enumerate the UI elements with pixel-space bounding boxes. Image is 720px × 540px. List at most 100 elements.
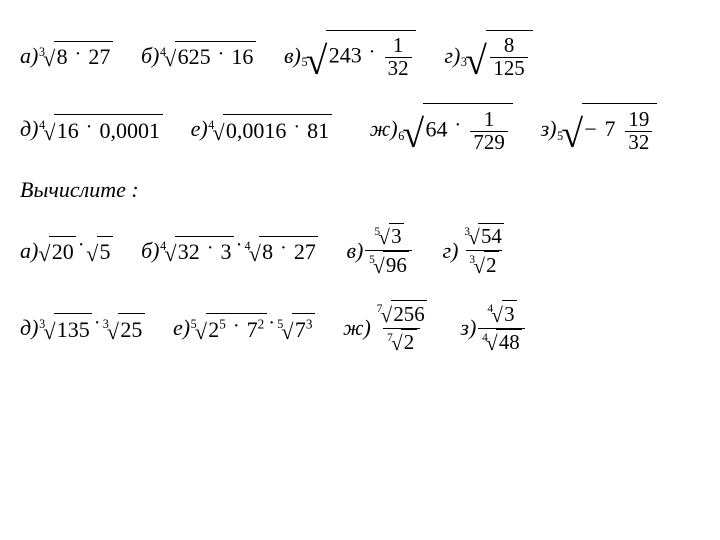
root-index: 3 xyxy=(39,45,45,60)
root: 3 √ 54 xyxy=(464,223,505,248)
set1-row1: а) 3 √ 8 · 27 б) 4 √ 625 · 16 xyxy=(20,30,700,81)
label: з) xyxy=(460,315,476,341)
exponent: 3 xyxy=(306,317,313,332)
label: б) xyxy=(141,43,159,69)
radicand: 243 · 1 32 xyxy=(326,30,416,81)
minus-sign: − xyxy=(584,116,596,141)
set1-z: з) 5 √ − 7 19 32 xyxy=(541,103,658,154)
fraction: 3 √ 54 3 √ 2 xyxy=(460,223,507,279)
root: √ 5 xyxy=(86,236,113,266)
set1-g: г) 3 √ 8 125 xyxy=(444,30,532,81)
label: а) xyxy=(20,43,38,69)
label: г) xyxy=(444,43,460,69)
root-index: 5 xyxy=(191,317,197,332)
math-worksheet: а) 3 √ 8 · 27 б) 4 √ 625 · 16 xyxy=(0,0,720,356)
fraction: 7 √ 256 7 √ 2 xyxy=(373,300,430,356)
root: 6 √ 64 · 1 729 xyxy=(398,103,513,154)
root: 5 √ 3 xyxy=(374,223,404,248)
denominator: 32 xyxy=(625,131,652,154)
mul-dot: · xyxy=(279,237,289,259)
radical-sign: √ xyxy=(306,42,328,82)
denominator: 7 √ 2 xyxy=(383,328,420,356)
set1-b: б) 4 √ 625 · 16 xyxy=(141,41,256,71)
root-index: 3 xyxy=(461,55,467,70)
radicand: 25 xyxy=(118,313,145,343)
denominator: 5 √ 96 xyxy=(365,250,412,278)
mul-dot: · xyxy=(367,41,377,63)
root-index: 4 xyxy=(244,239,250,254)
root: 4 √ 16 · 0,0001 xyxy=(38,114,162,144)
radicand: 64 · 1 729 xyxy=(423,103,513,154)
mul-dot: · xyxy=(73,43,83,65)
root-index: 4 xyxy=(160,239,166,254)
radicand: 3 xyxy=(389,223,404,248)
exponent: 2 xyxy=(258,317,265,332)
numerator: 5 √ 3 xyxy=(371,223,408,250)
radicand: 8 · 27 xyxy=(54,41,113,71)
mul-dot: · xyxy=(205,237,215,259)
root-index: 3 xyxy=(103,317,109,332)
root: 3 √ 8 125 xyxy=(460,30,532,81)
set1-e: е) 4 √ 0,0016 · 81 xyxy=(191,114,332,144)
fraction: 1 32 xyxy=(385,35,412,80)
factor: 243 xyxy=(329,43,362,68)
numerator: 4 √ 3 xyxy=(484,300,521,327)
fraction: 5 √ 3 5 √ 96 xyxy=(365,223,412,279)
base: 7 xyxy=(295,317,306,342)
root: 5 √ 243 · 1 32 xyxy=(301,30,417,81)
factor: 8 xyxy=(262,239,273,264)
radicand: 48 xyxy=(496,329,522,354)
root: 7 √ 2 xyxy=(386,329,416,354)
label: ж) xyxy=(343,315,371,341)
root-index: 4 xyxy=(482,332,488,344)
root-index: 6 xyxy=(398,129,404,144)
root: 3 √ 135 xyxy=(38,313,92,343)
mul-dot: · xyxy=(453,114,463,136)
root: 5 √ 73 xyxy=(277,313,315,343)
mul-dot: · xyxy=(231,315,241,337)
set2-z: з) 4 √ 3 4 √ 48 xyxy=(460,300,527,356)
set2-row2: д) 3 √ 135 · 3 √ 25 е) 5 √ 25 · 72 xyxy=(20,300,700,356)
mul-dot: · xyxy=(292,116,302,138)
numerator: 8 xyxy=(501,35,518,57)
root-index: 5 xyxy=(301,55,307,70)
radicand: 32 · 3 xyxy=(175,236,234,266)
mul-dot: · xyxy=(92,312,102,335)
factor: 0,0001 xyxy=(99,118,160,143)
root: 4 √ 32 · 3 xyxy=(160,236,235,266)
set2-a: а) √ 20 · √ 5 xyxy=(20,236,113,266)
base: 7 xyxy=(247,317,258,342)
denominator: 3 √ 2 xyxy=(466,250,503,278)
label: ж) xyxy=(370,116,398,142)
label: г) xyxy=(442,238,458,264)
label: е) xyxy=(173,315,190,341)
root: 5 √ 96 xyxy=(369,251,410,276)
exponent: 5 xyxy=(219,317,226,332)
set2-zh: ж) 7 √ 256 7 √ 2 xyxy=(343,300,432,356)
radicand: 2 xyxy=(401,329,416,354)
root-index: 5 xyxy=(557,129,563,144)
radicand: 73 xyxy=(292,313,315,343)
root-index: 7 xyxy=(387,332,393,344)
label: в) xyxy=(346,238,363,264)
root-index: 7 xyxy=(377,303,383,315)
radicand: 0,0016 · 81 xyxy=(223,114,332,144)
root: 3 √ 25 xyxy=(102,313,145,343)
whole: 7 xyxy=(602,116,617,141)
label: е) xyxy=(191,116,208,142)
root-index: 4 xyxy=(487,303,493,315)
radicand: 625 · 16 xyxy=(175,41,256,71)
radicand: 135 xyxy=(54,313,92,343)
base: 2 xyxy=(208,317,219,342)
mul-dot: · xyxy=(76,234,86,257)
root-index: 3 xyxy=(469,254,475,266)
label: в) xyxy=(284,43,301,69)
factor: 27 xyxy=(294,239,316,264)
numerator: 1 xyxy=(390,35,407,57)
label: з) xyxy=(541,116,557,142)
root-index: 5 xyxy=(374,226,380,238)
root: 4 √ 3 xyxy=(487,300,517,325)
denominator: 4 √ 48 xyxy=(478,328,525,356)
root: 3 √ 2 xyxy=(469,251,499,276)
mul-dot: · xyxy=(84,116,94,138)
